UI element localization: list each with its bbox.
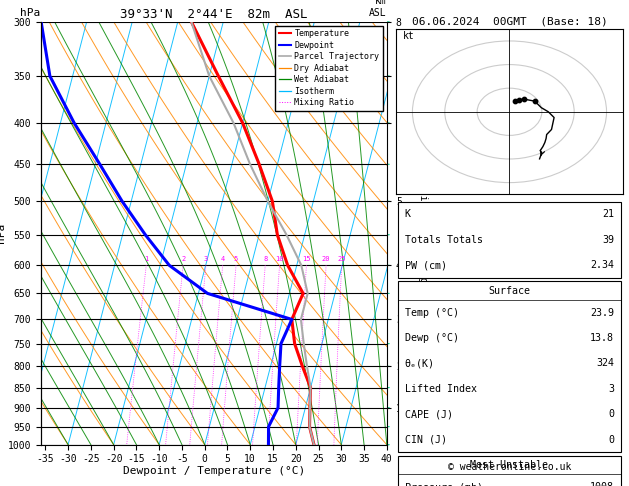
Text: PW (cm): PW (cm) bbox=[405, 260, 447, 270]
Text: 25: 25 bbox=[337, 256, 346, 262]
Text: Lifted Index: Lifted Index bbox=[405, 384, 477, 394]
FancyBboxPatch shape bbox=[398, 281, 621, 452]
Text: K: K bbox=[405, 209, 411, 219]
Text: km
ASL: km ASL bbox=[369, 0, 387, 17]
Text: 3: 3 bbox=[608, 384, 614, 394]
Text: θₑ(K): θₑ(K) bbox=[405, 358, 435, 368]
Point bbox=[510, 97, 520, 104]
Text: kt: kt bbox=[403, 31, 415, 41]
Title: 39°33'N  2°44'E  82m  ASL: 39°33'N 2°44'E 82m ASL bbox=[120, 8, 308, 21]
Point bbox=[530, 97, 540, 105]
Legend: Temperature, Dewpoint, Parcel Trajectory, Dry Adiabat, Wet Adiabat, Isotherm, Mi: Temperature, Dewpoint, Parcel Trajectory… bbox=[275, 26, 382, 111]
Text: 10: 10 bbox=[276, 256, 284, 262]
Text: Totals Totals: Totals Totals bbox=[405, 235, 483, 244]
Y-axis label: Mixing Ratio (g/kg): Mixing Ratio (g/kg) bbox=[418, 177, 428, 289]
Text: 06.06.2024  00GMT  (Base: 18): 06.06.2024 00GMT (Base: 18) bbox=[411, 17, 608, 27]
Text: 1008: 1008 bbox=[590, 482, 614, 486]
Text: 324: 324 bbox=[596, 358, 614, 368]
Text: 13.8: 13.8 bbox=[590, 333, 614, 343]
Text: © weatheronline.co.uk: © weatheronline.co.uk bbox=[448, 462, 571, 471]
Text: 8: 8 bbox=[263, 256, 267, 262]
Text: 23.9: 23.9 bbox=[590, 308, 614, 318]
Text: 20: 20 bbox=[322, 256, 330, 262]
Text: 2: 2 bbox=[181, 256, 186, 262]
X-axis label: Dewpoint / Temperature (°C): Dewpoint / Temperature (°C) bbox=[123, 466, 305, 476]
Text: CAPE (J): CAPE (J) bbox=[405, 409, 453, 419]
Text: 0: 0 bbox=[608, 409, 614, 419]
Text: 0: 0 bbox=[608, 434, 614, 445]
Text: 39: 39 bbox=[602, 235, 614, 244]
Text: Temp (°C): Temp (°C) bbox=[405, 308, 459, 318]
Text: 15: 15 bbox=[302, 256, 311, 262]
FancyBboxPatch shape bbox=[398, 202, 621, 278]
Text: hPa: hPa bbox=[20, 8, 40, 17]
Text: CIN (J): CIN (J) bbox=[405, 434, 447, 445]
Text: 2.34: 2.34 bbox=[590, 260, 614, 270]
FancyBboxPatch shape bbox=[398, 456, 621, 486]
Text: Dewp (°C): Dewp (°C) bbox=[405, 333, 459, 343]
Text: Surface: Surface bbox=[489, 286, 530, 295]
Text: Most Unstable: Most Unstable bbox=[470, 460, 548, 470]
Y-axis label: hPa: hPa bbox=[0, 223, 6, 243]
Text: 5: 5 bbox=[234, 256, 238, 262]
Text: Pressure (mb): Pressure (mb) bbox=[405, 482, 483, 486]
Point bbox=[519, 95, 529, 103]
Text: 21: 21 bbox=[602, 209, 614, 219]
Text: 4: 4 bbox=[221, 256, 225, 262]
Text: LCL: LCL bbox=[431, 391, 450, 401]
Point bbox=[514, 96, 524, 104]
Text: 3: 3 bbox=[204, 256, 208, 262]
Text: 1: 1 bbox=[144, 256, 148, 262]
